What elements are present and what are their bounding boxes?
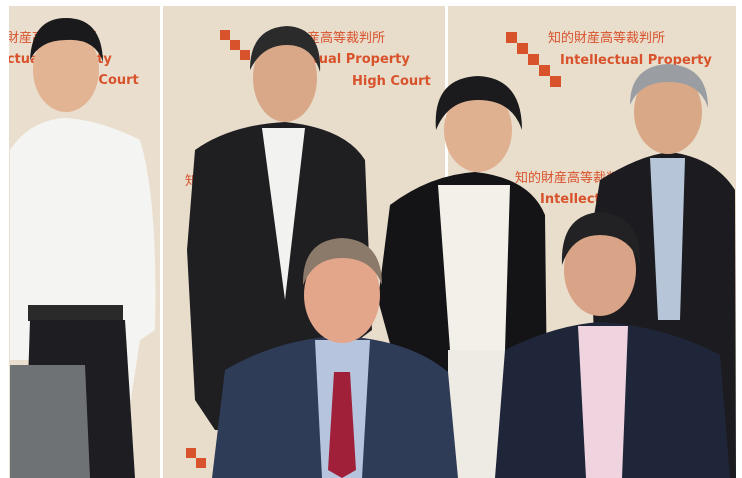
logo-square	[220, 30, 230, 40]
face	[564, 224, 636, 316]
hair	[30, 18, 103, 62]
chair	[10, 365, 90, 478]
face	[33, 28, 99, 112]
hair	[561, 212, 641, 265]
blouse	[438, 185, 510, 350]
tie	[328, 372, 356, 478]
logo-jp: 知的財産高等裁判所	[548, 30, 665, 46]
face	[444, 88, 512, 172]
hair	[250, 26, 321, 72]
person	[495, 212, 730, 478]
belt	[28, 305, 123, 321]
person	[212, 238, 458, 478]
hair	[435, 76, 522, 130]
logo-square	[550, 76, 561, 87]
face	[253, 34, 317, 122]
logo-en: Intellectual Property	[560, 53, 712, 68]
logo-en: High Court	[352, 74, 431, 89]
shirt	[262, 128, 305, 300]
hair	[302, 238, 382, 285]
shirt	[650, 158, 685, 320]
hair	[630, 64, 708, 108]
logo-square	[240, 50, 250, 60]
logo-square	[196, 458, 206, 468]
face	[634, 70, 702, 154]
logo-square	[517, 43, 528, 54]
shirt	[578, 326, 628, 478]
logo-square	[539, 65, 550, 76]
person	[187, 26, 372, 430]
logo-square	[528, 54, 539, 65]
logo-square	[506, 32, 517, 43]
logo-square	[230, 40, 240, 50]
person	[10, 18, 156, 478]
face	[304, 247, 380, 343]
logo-square	[186, 448, 196, 458]
